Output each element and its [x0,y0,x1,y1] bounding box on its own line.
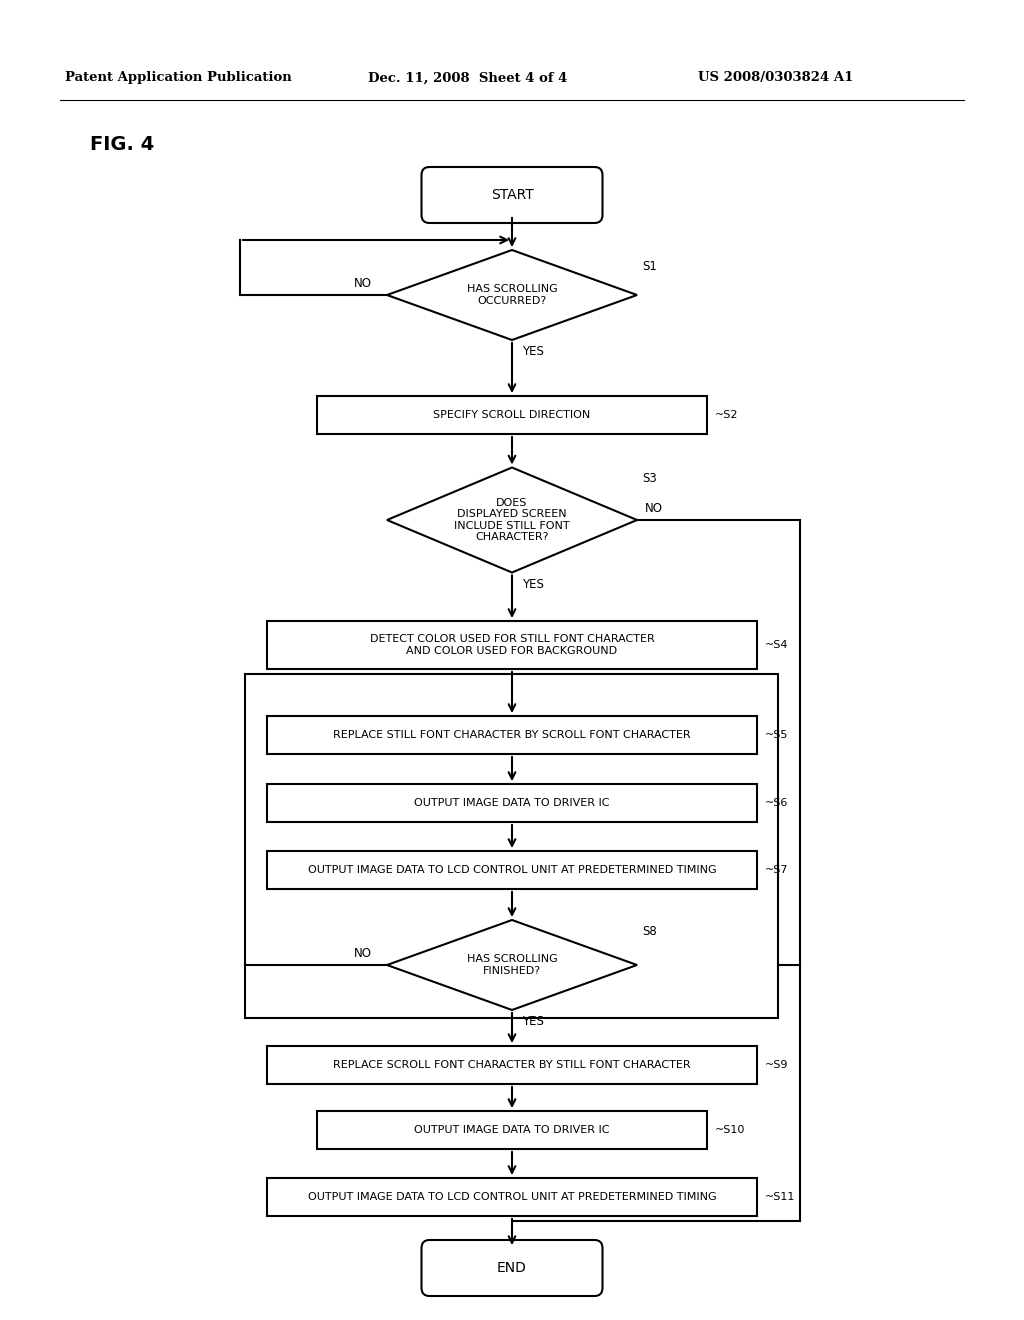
Text: NO: NO [645,502,663,515]
Text: S3: S3 [642,473,656,486]
Text: SPECIFY SCROLL DIRECTION: SPECIFY SCROLL DIRECTION [433,411,591,420]
Bar [267,1177,757,1216]
Text: DOES
DISPLAYED SCREEN
INCLUDE STILL FONT
CHARACTER?: DOES DISPLAYED SCREEN INCLUDE STILL FONT… [455,498,569,543]
Text: YES: YES [522,1015,544,1028]
Bar [267,715,757,754]
Bar [245,675,778,1018]
Text: START: START [490,187,534,202]
Text: S8: S8 [642,925,656,939]
Text: ~S9: ~S9 [765,1060,788,1071]
Text: ~S6: ~S6 [765,799,788,808]
Bar [267,784,757,822]
Text: HAS SCROLLING
OCCURRED?: HAS SCROLLING OCCURRED? [467,284,557,306]
Text: ~S5: ~S5 [765,730,788,741]
Polygon shape [387,467,637,573]
Bar [317,396,707,434]
Polygon shape [387,249,637,341]
Text: NO: NO [354,946,372,960]
FancyBboxPatch shape [422,168,602,223]
Text: YES: YES [522,578,544,590]
Text: OUTPUT IMAGE DATA TO LCD CONTROL UNIT AT PREDETERMINED TIMING: OUTPUT IMAGE DATA TO LCD CONTROL UNIT AT… [307,865,717,875]
Bar [267,620,757,669]
Text: OUTPUT IMAGE DATA TO DRIVER IC: OUTPUT IMAGE DATA TO DRIVER IC [415,1125,609,1135]
Bar [267,851,757,888]
Text: ~S10: ~S10 [715,1125,745,1135]
Text: ~S4: ~S4 [765,640,788,649]
Text: ~S2: ~S2 [715,411,738,420]
Text: S1: S1 [642,260,656,273]
Text: OUTPUT IMAGE DATA TO LCD CONTROL UNIT AT PREDETERMINED TIMING: OUTPUT IMAGE DATA TO LCD CONTROL UNIT AT… [307,1192,717,1203]
Text: OUTPUT IMAGE DATA TO DRIVER IC: OUTPUT IMAGE DATA TO DRIVER IC [415,799,609,808]
Bar [267,1045,757,1084]
Text: DETECT COLOR USED FOR STILL FONT CHARACTER
AND COLOR USED FOR BACKGROUND: DETECT COLOR USED FOR STILL FONT CHARACT… [370,634,654,656]
Text: Patent Application Publication: Patent Application Publication [65,71,292,84]
Text: YES: YES [522,345,544,358]
Text: REPLACE STILL FONT CHARACTER BY SCROLL FONT CHARACTER: REPLACE STILL FONT CHARACTER BY SCROLL F… [333,730,691,741]
FancyBboxPatch shape [422,1239,602,1296]
Text: END: END [497,1261,527,1275]
Text: Dec. 11, 2008  Sheet 4 of 4: Dec. 11, 2008 Sheet 4 of 4 [368,71,567,84]
Polygon shape [387,920,637,1010]
Bar [317,1111,707,1148]
Text: US 2008/0303824 A1: US 2008/0303824 A1 [698,71,853,84]
Text: ~S7: ~S7 [765,865,788,875]
Text: FIG. 4: FIG. 4 [90,136,155,154]
Text: HAS SCROLLING
FINISHED?: HAS SCROLLING FINISHED? [467,954,557,975]
Text: NO: NO [354,277,372,290]
Text: ~S11: ~S11 [765,1192,796,1203]
Text: REPLACE SCROLL FONT CHARACTER BY STILL FONT CHARACTER: REPLACE SCROLL FONT CHARACTER BY STILL F… [333,1060,691,1071]
